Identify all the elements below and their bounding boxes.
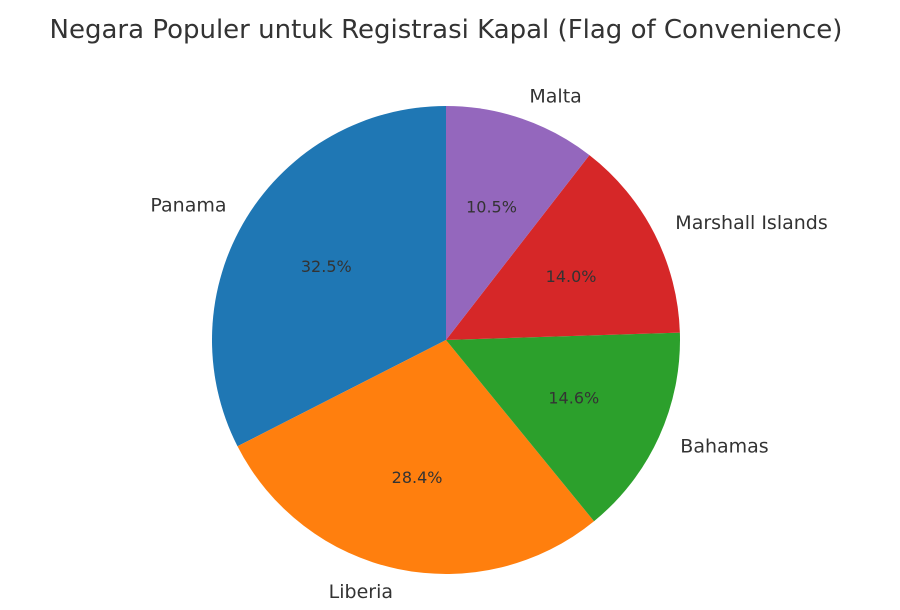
pie-slice-bahamas [446, 332, 680, 522]
slice-label-bahamas: Bahamas [680, 436, 768, 458]
pie-slice-liberia [237, 340, 595, 574]
slice-label-marshall-islands: Marshall Islands [675, 212, 827, 234]
pie-slices [211, 106, 680, 574]
pie-slice-panama [211, 106, 446, 447]
pct-label-panama: 32.5% [301, 257, 352, 276]
slice-label-liberia: Liberia [329, 581, 393, 603]
pct-label-marshall-islands: 14.0% [546, 267, 597, 286]
pct-label-malta: 10.5% [466, 198, 517, 217]
chart-title: Negara Populer untuk Registrasi Kapal (F… [50, 15, 843, 45]
slice-label-malta: Malta [529, 86, 581, 108]
pie-slice-marshall-islands [446, 155, 680, 340]
pct-label-liberia: 28.4% [392, 468, 443, 487]
pct-label-bahamas: 14.6% [548, 389, 599, 408]
pie-slice-malta [446, 106, 590, 340]
slice-label-panama: Panama [150, 195, 226, 217]
pie-labels: Panama 32.5% Liberia 28.4% Bahamas 14.6% Marsh… [150, 86, 827, 603]
